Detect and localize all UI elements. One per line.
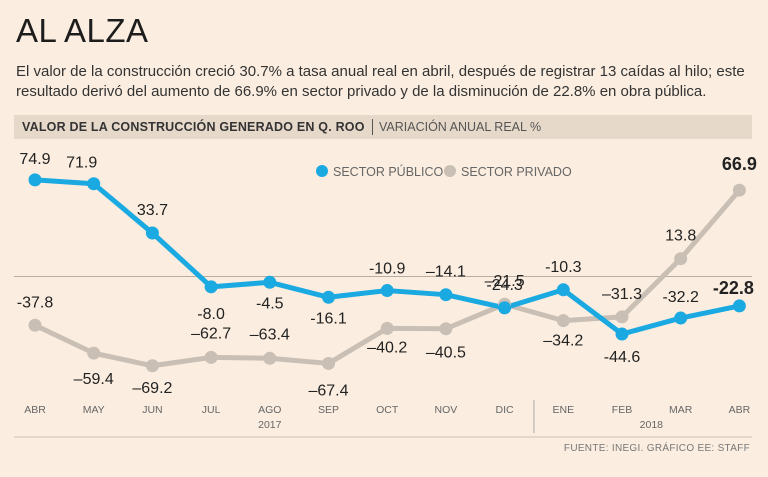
data-point-publico xyxy=(556,283,570,297)
year-label: 2018 xyxy=(640,419,664,431)
x-tick-label: OCT xyxy=(376,404,399,416)
data-point-publico xyxy=(145,226,159,240)
chart-subtitle: El valor de la construcción creció 30.7%… xyxy=(16,63,745,100)
data-label-publico: -24.3 xyxy=(486,277,523,294)
panel-subtitle: VARIACIÓN ANUAL REAL % xyxy=(379,120,542,134)
data-point-publico xyxy=(439,288,453,302)
data-point-privado xyxy=(263,351,277,365)
legend-label-publico: SECTOR PÚBLICO xyxy=(333,164,443,179)
data-label-privado: –63.4 xyxy=(250,326,290,343)
data-point-publico xyxy=(322,290,335,304)
x-tick-label: ABR xyxy=(24,404,46,416)
data-label-publico: 33.7 xyxy=(137,202,168,219)
data-point-privado xyxy=(380,321,394,335)
data-point-publico xyxy=(87,177,101,191)
data-label-publico: -8.0 xyxy=(197,306,225,323)
data-point-privado xyxy=(556,314,570,328)
data-label-publico: -22.8 xyxy=(713,278,754,298)
panel-title-band: VALOR DE LA CONSTRUCCIÓN GENERADO EN Q. … xyxy=(14,115,752,139)
x-tick-label: NOV xyxy=(435,404,458,416)
data-label-privado: –59.4 xyxy=(74,371,114,388)
data-label-publico: -10.9 xyxy=(369,261,406,278)
data-point-publico xyxy=(28,173,42,187)
x-tick-label: JUN xyxy=(142,404,162,416)
data-point-privado xyxy=(674,252,688,266)
data-point-privado xyxy=(322,356,335,370)
data-label-privado: –67.4 xyxy=(308,382,348,399)
data-label-privado: –34.2 xyxy=(543,333,583,350)
data-label-publico: 74.9 xyxy=(19,151,50,168)
x-tick-label: AGO xyxy=(258,404,281,416)
year-label: 2017 xyxy=(258,419,282,431)
x-tick-label: ABR xyxy=(729,404,751,416)
data-point-publico xyxy=(380,284,394,298)
data-point-publico xyxy=(732,299,746,313)
x-tick-label: JUL xyxy=(202,404,221,416)
data-point-privado xyxy=(145,359,159,373)
data-label-publico: -32.2 xyxy=(662,289,699,306)
data-label-privado: –69.2 xyxy=(132,380,172,397)
x-tick-label: SEP xyxy=(318,404,339,416)
panel-title: VALOR DE LA CONSTRUCCIÓN GENERADO EN Q. … xyxy=(22,120,365,134)
data-point-publico xyxy=(498,301,512,315)
data-point-privado xyxy=(615,310,629,324)
data-point-privado xyxy=(204,350,218,364)
x-tick-label: DIC xyxy=(496,404,515,416)
data-label-privado: –62.7 xyxy=(191,325,231,342)
data-point-privado xyxy=(732,183,746,197)
data-label-publico: -10.3 xyxy=(545,259,582,276)
data-point-publico xyxy=(674,311,688,325)
x-tick-label: FEB xyxy=(612,404,632,416)
x-tick-label: MAR xyxy=(669,404,693,416)
x-tick-label: MAY xyxy=(83,404,105,416)
data-label-privado: –21.5 xyxy=(485,273,525,290)
data-label-privado: 13.8 xyxy=(665,228,696,245)
legend-marker-privado xyxy=(444,165,456,177)
data-label-privado: –40.2 xyxy=(367,339,407,356)
data-label-publico: 71.9 xyxy=(66,155,97,172)
data-label-privado: –31.3 xyxy=(602,286,642,303)
source-note: FUENTE: INEGI. GRÁFICO EE: STAFF xyxy=(563,443,750,454)
data-label-publico: -16.1 xyxy=(310,310,347,327)
legend-label-privado: SECTOR PRIVADO xyxy=(461,165,572,179)
data-point-privado xyxy=(28,318,42,332)
data-point-privado xyxy=(87,346,101,360)
data-label-publico: -4.5 xyxy=(256,295,284,312)
data-point-privado xyxy=(439,322,453,336)
data-label-publico: -44.6 xyxy=(604,349,641,366)
data-label-privado: -37.8 xyxy=(17,294,54,311)
chart-title: AL ALZA xyxy=(16,12,149,49)
data-point-publico xyxy=(263,275,277,289)
x-tick-label: ENE xyxy=(553,404,575,416)
data-point-publico xyxy=(204,280,218,294)
panel-divider xyxy=(372,119,373,135)
data-label-privado: –40.5 xyxy=(426,345,466,362)
legend-marker-publico xyxy=(316,165,328,177)
data-label-privado: 66.9 xyxy=(722,154,757,174)
data-label-publico: –14.1 xyxy=(426,264,466,281)
data-point-publico xyxy=(615,327,629,341)
